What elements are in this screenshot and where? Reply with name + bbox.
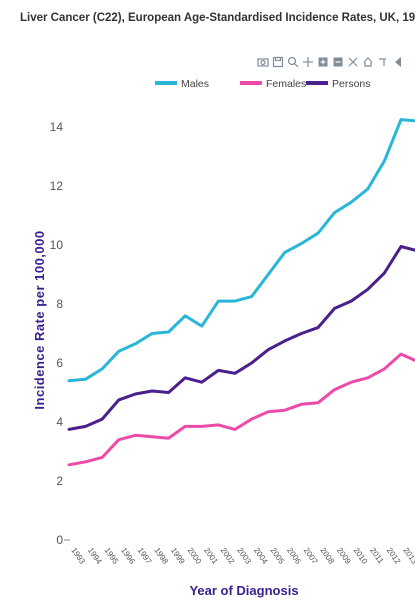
x-tick-label: 2002 [219,546,237,566]
x-tick-label: 2011 [368,546,386,566]
plot-area [67,118,415,467]
save-icon[interactable] [272,56,284,68]
pan-icon[interactable] [303,57,313,67]
home-icon[interactable] [363,57,373,67]
spike-lines-icon[interactable] [379,58,386,66]
x-tick-label: 2001 [202,546,220,566]
legend-label-females[interactable]: Females [266,78,306,90]
x-tick-label: 1997 [136,546,154,566]
x-tick-label: 2003 [235,546,253,566]
x-tick-label: 2009 [335,546,353,566]
hover-icon[interactable] [395,57,401,67]
x-tick-label: 2000 [186,546,204,566]
x-tick-label: 1996 [119,546,137,566]
x-tick-label: 1993 [69,546,87,566]
zoom-in-icon[interactable] [318,57,328,67]
series-line-females [67,352,415,467]
autoscale-icon[interactable] [348,57,358,67]
y-tick-label: 4 [56,415,63,429]
x-tick-label: 2004 [252,546,270,566]
legend-label-persons[interactable]: Persons [332,78,371,90]
zoom-out-icon[interactable] [333,57,343,67]
x-tick-label: 2012 [385,546,403,566]
zoom-icon[interactable] [287,56,299,68]
x-tick-label: 2007 [302,546,320,566]
x-tick-label: 2006 [285,546,303,566]
x-tick-label: 1998 [152,546,170,566]
x-tick-label: 2013 [401,546,415,566]
series-line-males [67,118,415,383]
y-axis-label: Incidence Rate per 100,000 [32,230,47,409]
x-tick-label: 2008 [318,546,336,566]
y-tick-label: 12 [50,179,64,193]
chart-title: Liver Cancer (C22), European Age-Standar… [20,12,415,24]
toolbar [257,56,401,68]
y-tick-label: 2 [56,474,63,488]
y-tick-label: 0 [56,533,63,547]
y-tick-label: 14 [50,120,64,134]
x-axis-ticks: 1993 1994 1995 1996 1997 1998 1999 2000 2001 2002… [69,546,415,566]
y-tick-label: 8 [56,297,63,311]
x-tick-label: 2010 [352,546,370,566]
y-axis-ticks: 0 2 4 6 8 10 12 14 [50,120,70,547]
y-tick-label: 10 [50,238,64,252]
x-tick-label: 1999 [169,546,187,566]
legend-label-males[interactable]: Males [181,78,209,90]
legend: Males Females Persons [155,78,371,90]
x-tick-label: 1995 [103,546,121,566]
x-axis-label: Year of Diagnosis [189,583,298,598]
x-tick-label: 1994 [86,546,104,566]
camera-icon[interactable] [257,58,269,67]
x-tick-label: 2005 [269,546,287,566]
y-tick-label: 6 [56,356,63,370]
series-line-persons [67,245,415,431]
